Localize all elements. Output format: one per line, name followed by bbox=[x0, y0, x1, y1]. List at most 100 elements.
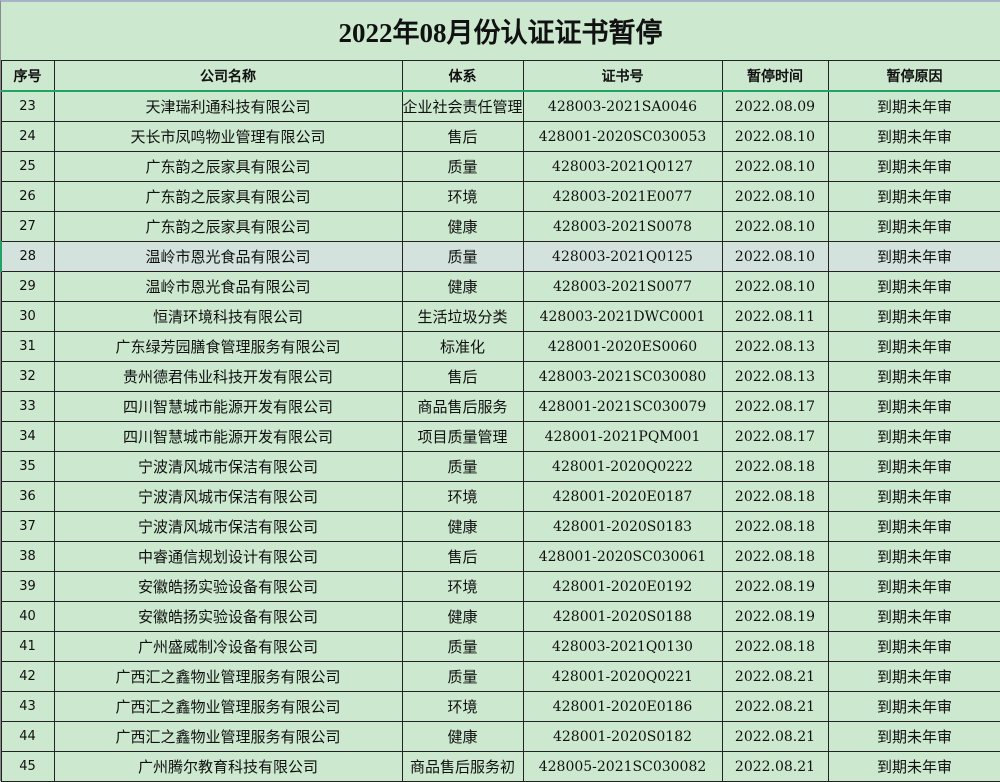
cell-suspend-date[interactable]: 2022.08.19 bbox=[721, 601, 829, 632]
cell-index[interactable]: 28 bbox=[0, 241, 55, 272]
cell-index[interactable]: 43 bbox=[0, 691, 55, 722]
header-system[interactable]: 体系 bbox=[401, 60, 524, 92]
cell-certificate-no[interactable]: 428001-2020Q0222 bbox=[522, 451, 723, 482]
cell-index[interactable]: 26 bbox=[0, 181, 55, 212]
cell-index[interactable]: 44 bbox=[0, 721, 55, 752]
cell-company[interactable]: 广东韵之辰家具有限公司 bbox=[53, 211, 403, 242]
cell-suspend-date[interactable]: 2022.08.18 bbox=[721, 451, 829, 482]
cell-reason[interactable]: 到期未年审 bbox=[827, 721, 1000, 752]
cell-system[interactable]: 企业社会责任管理 bbox=[401, 90, 524, 122]
cell-company[interactable]: 广东韵之辰家具有限公司 bbox=[53, 181, 403, 212]
cell-index[interactable]: 41 bbox=[0, 631, 55, 662]
cell-reason[interactable]: 到期未年审 bbox=[827, 631, 1000, 662]
cell-reason[interactable]: 到期未年审 bbox=[827, 691, 1000, 722]
cell-reason[interactable]: 到期未年审 bbox=[827, 451, 1000, 482]
cell-suspend-date[interactable]: 2022.08.10 bbox=[721, 181, 829, 212]
cell-company[interactable]: 安徽皓扬实验设备有限公司 bbox=[53, 571, 403, 602]
cell-index[interactable]: 34 bbox=[0, 421, 55, 452]
cell-suspend-date[interactable]: 2022.08.10 bbox=[721, 241, 829, 272]
cell-system[interactable]: 环境 bbox=[401, 481, 524, 512]
cell-reason[interactable]: 到期未年审 bbox=[827, 301, 1000, 332]
cell-system[interactable]: 质量 bbox=[401, 151, 524, 182]
cell-reason[interactable]: 到期未年审 bbox=[827, 90, 1000, 122]
cell-suspend-date[interactable]: 2022.08.21 bbox=[721, 661, 829, 692]
cell-index[interactable]: 25 bbox=[0, 151, 55, 182]
cell-suspend-date[interactable]: 2022.08.18 bbox=[721, 481, 829, 512]
cell-company[interactable]: 广州盛威制冷设备有限公司 bbox=[53, 631, 403, 662]
cell-index[interactable]: 36 bbox=[0, 481, 55, 512]
cell-reason[interactable]: 到期未年审 bbox=[827, 481, 1000, 512]
cell-reason[interactable]: 到期未年审 bbox=[827, 271, 1000, 302]
cell-reason[interactable]: 到期未年审 bbox=[827, 361, 1000, 392]
cell-reason[interactable]: 到期未年审 bbox=[827, 421, 1000, 452]
cell-system[interactable]: 标准化 bbox=[401, 331, 524, 362]
cell-company[interactable]: 广东绿芳园膳食管理服务有限公司 bbox=[53, 331, 403, 362]
cell-system[interactable]: 售后 bbox=[401, 541, 524, 572]
cell-system[interactable]: 健康 bbox=[401, 601, 524, 632]
cell-certificate-no[interactable]: 428001-2020S0188 bbox=[522, 601, 723, 632]
cell-suspend-date[interactable]: 2022.08.10 bbox=[721, 121, 829, 152]
cell-certificate-no[interactable]: 428001-2020S0182 bbox=[522, 721, 723, 752]
cell-system[interactable]: 质量 bbox=[401, 631, 524, 662]
cell-certificate-no[interactable]: 428001-2020ES0060 bbox=[522, 331, 723, 362]
cell-certificate-no[interactable]: 428001-2020SC030061 bbox=[522, 541, 723, 572]
cell-reason[interactable]: 到期未年审 bbox=[827, 211, 1000, 242]
cell-certificate-no[interactable]: 428003-2021S0077 bbox=[522, 271, 723, 302]
cell-reason[interactable]: 到期未年审 bbox=[827, 151, 1000, 182]
cell-certificate-no[interactable]: 428001-2020Q0221 bbox=[522, 661, 723, 692]
cell-system[interactable]: 生活垃圾分类 bbox=[401, 301, 524, 332]
cell-index[interactable]: 35 bbox=[0, 451, 55, 482]
cell-system[interactable]: 健康 bbox=[401, 721, 524, 752]
cell-index[interactable]: 33 bbox=[0, 391, 55, 422]
cell-system[interactable]: 商品售后服务 bbox=[401, 391, 524, 422]
cell-company[interactable]: 天津瑞利通科技有限公司 bbox=[53, 90, 403, 122]
cell-company[interactable]: 宁波清风城市保洁有限公司 bbox=[53, 451, 403, 482]
cell-suspend-date[interactable]: 2022.08.19 bbox=[721, 571, 829, 602]
cell-suspend-date[interactable]: 2022.08.10 bbox=[721, 211, 829, 242]
cell-suspend-date[interactable]: 2022.08.09 bbox=[721, 90, 829, 122]
cell-reason[interactable]: 到期未年审 bbox=[827, 511, 1000, 542]
cell-company[interactable]: 宁波清风城市保洁有限公司 bbox=[53, 511, 403, 542]
cell-system[interactable]: 售后 bbox=[401, 121, 524, 152]
cell-index[interactable]: 45 bbox=[0, 751, 55, 782]
cell-system[interactable]: 健康 bbox=[401, 211, 524, 242]
cell-index[interactable]: 37 bbox=[0, 511, 55, 542]
cell-index[interactable]: 38 bbox=[0, 541, 55, 572]
cell-system[interactable]: 环境 bbox=[401, 691, 524, 722]
cell-index[interactable]: 42 bbox=[0, 661, 55, 692]
header-suspend-date[interactable]: 暂停时间 bbox=[721, 60, 829, 92]
cell-certificate-no[interactable]: 428003-2021SC030080 bbox=[522, 361, 723, 392]
cell-company[interactable]: 中睿通信规划设计有限公司 bbox=[53, 541, 403, 572]
cell-company[interactable]: 四川智慧城市能源开发有限公司 bbox=[53, 421, 403, 452]
cell-system[interactable]: 环境 bbox=[401, 571, 524, 602]
cell-company[interactable]: 温岭市恩光食品有限公司 bbox=[53, 271, 403, 302]
cell-company[interactable]: 恒清环境科技有限公司 bbox=[53, 301, 403, 332]
header-reason[interactable]: 暂停原因 bbox=[827, 60, 1000, 92]
cell-index[interactable]: 32 bbox=[0, 361, 55, 392]
cell-certificate-no[interactable]: 428003-2021E0077 bbox=[522, 181, 723, 212]
cell-certificate-no[interactable]: 428001-2020S0183 bbox=[522, 511, 723, 542]
cell-company[interactable]: 贵州德君伟业科技开发有限公司 bbox=[53, 361, 403, 392]
cell-system[interactable]: 项目质量管理 bbox=[401, 421, 524, 452]
cell-system[interactable]: 商品售后服务初 bbox=[401, 751, 524, 782]
cell-suspend-date[interactable]: 2022.08.18 bbox=[721, 511, 829, 542]
cell-reason[interactable]: 到期未年审 bbox=[827, 571, 1000, 602]
cell-company[interactable]: 天长市凤鸣物业管理有限公司 bbox=[53, 121, 403, 152]
cell-suspend-date[interactable]: 2022.08.11 bbox=[721, 301, 829, 332]
cell-suspend-date[interactable]: 2022.08.18 bbox=[721, 631, 829, 662]
cell-suspend-date[interactable]: 2022.08.13 bbox=[721, 331, 829, 362]
cell-company[interactable]: 温岭市恩光食品有限公司 bbox=[53, 241, 403, 272]
cell-index[interactable]: 27 bbox=[0, 211, 55, 242]
sheet-title[interactable]: 2022年08月份认证证书暂停 bbox=[338, 18, 663, 48]
cell-certificate-no[interactable]: 428001-2020E0186 bbox=[522, 691, 723, 722]
cell-suspend-date[interactable]: 2022.08.10 bbox=[721, 271, 829, 302]
cell-index[interactable]: 23 bbox=[0, 90, 55, 122]
cell-certificate-no[interactable]: 428003-2021S0078 bbox=[522, 211, 723, 242]
cell-certificate-no[interactable]: 428001-2020E0192 bbox=[522, 571, 723, 602]
cell-system[interactable]: 健康 bbox=[401, 271, 524, 302]
cell-certificate-no[interactable]: 428001-2020E0187 bbox=[522, 481, 723, 512]
header-company[interactable]: 公司名称 bbox=[53, 60, 403, 92]
cell-certificate-no[interactable]: 428003-2021DWC0001 bbox=[522, 301, 723, 332]
cell-system[interactable]: 售后 bbox=[401, 361, 524, 392]
cell-system[interactable]: 质量 bbox=[401, 451, 524, 482]
